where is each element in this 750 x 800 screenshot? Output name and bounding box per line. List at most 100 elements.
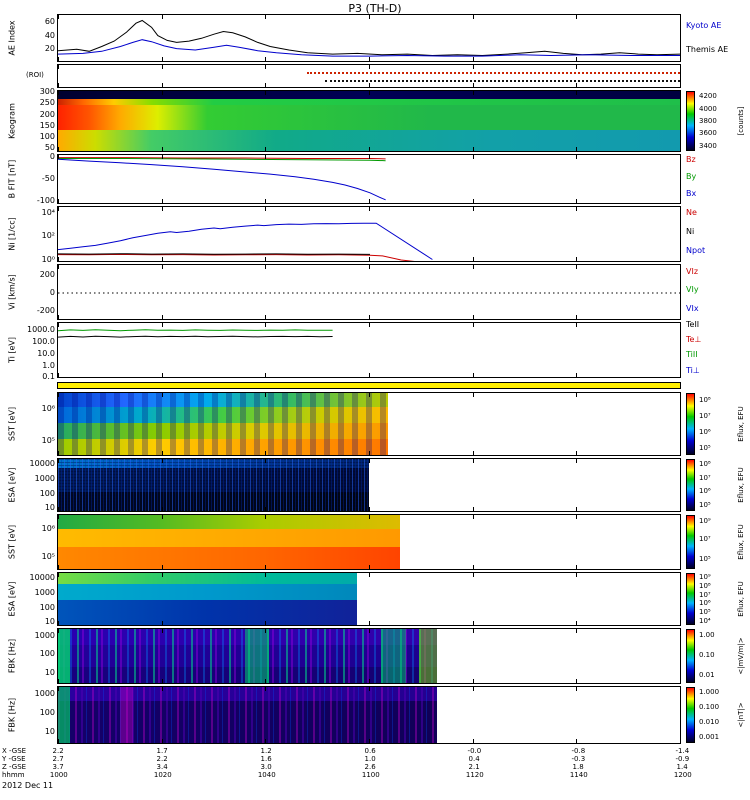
sst1-tick-bottom xyxy=(265,451,266,455)
ae-tick-top xyxy=(576,15,577,19)
sst2-band-2 xyxy=(58,547,401,569)
legend-vi-1: VIy xyxy=(686,285,699,294)
vi-tick-bottom xyxy=(473,315,474,319)
fbk1-tick-bottom xyxy=(265,679,266,683)
ti-tick-top xyxy=(58,323,59,327)
ae-ytick-1: 40 xyxy=(44,31,55,40)
ae-tick-bottom xyxy=(576,57,577,61)
panel-fbk1 xyxy=(57,628,681,684)
bfit-tick-top xyxy=(58,155,59,159)
vi-ytick-0: 200 xyxy=(39,270,55,279)
keogram-tick-top xyxy=(58,91,59,95)
fbk2-ytick-0: 1000 xyxy=(34,689,55,698)
sst2-tick-bottom xyxy=(369,565,370,569)
bfit-tick-top xyxy=(473,155,474,159)
fbk1-tick-bottom xyxy=(58,679,59,683)
fbk2-tick-bottom xyxy=(576,739,577,743)
ti-tick-top xyxy=(369,323,370,327)
keogram-ytick-0: 300 xyxy=(39,87,55,96)
esa1-cbtick-3: 10⁵ xyxy=(699,501,711,509)
series-Bx xyxy=(58,158,386,201)
ni-lines xyxy=(58,222,433,261)
fbk2-tick-bottom xyxy=(369,739,370,743)
ti-tick-bottom xyxy=(58,373,59,377)
esa2-tick-top xyxy=(576,573,577,577)
keogram-tick-top xyxy=(265,91,266,95)
ae-lines xyxy=(58,19,680,57)
esa2-band-0 xyxy=(58,573,357,585)
panel-vi xyxy=(57,264,681,320)
bfit-ytick-2: -100 xyxy=(36,196,55,205)
label-esa1-text: ESA [eV] xyxy=(7,467,17,503)
label-vi-text: Vi [km/s] xyxy=(7,274,17,310)
ae-tick-top xyxy=(680,15,681,19)
keogram-ytick-4: 100 xyxy=(39,132,55,141)
pos-row-label-2: Z -GSE xyxy=(2,763,27,771)
keogram-cbtick-4: 3400 xyxy=(699,142,717,150)
pos-value: 1.2 xyxy=(260,747,272,755)
keogram-ytick-5: 50 xyxy=(44,143,55,152)
roi-tick-bottom xyxy=(576,83,577,87)
sst1-colorbar xyxy=(686,393,695,455)
label-fbk1-text: FBK [Hz] xyxy=(7,638,17,674)
esa2-spectrogram xyxy=(58,573,357,625)
fbk1-tick-top xyxy=(473,629,474,633)
ae-tick-top xyxy=(473,15,474,19)
esa1-tick-top xyxy=(576,459,577,463)
panel-esa2 xyxy=(57,572,681,626)
esa1-cbtick-0: 10⁸ xyxy=(699,460,711,468)
sst1-cb-unit-text: Eflux, EFU xyxy=(737,406,745,442)
esa2-band-2 xyxy=(58,600,357,625)
sst1-ytick-0: 10⁶ xyxy=(41,404,55,413)
time-tick-label: 1040 xyxy=(257,771,276,779)
bfit-tick-bottom xyxy=(265,199,266,203)
ni-tick-bottom xyxy=(162,257,163,261)
vi-ytick-1: 0 xyxy=(49,288,55,297)
series-TiII xyxy=(58,329,333,332)
ae-tick-top xyxy=(265,15,266,19)
esa2-cbtick-1: 10⁸ xyxy=(699,582,711,590)
esa1-colorbar xyxy=(686,459,695,511)
esa2-tick-bottom xyxy=(58,621,59,625)
fbk2-column-0 xyxy=(58,687,71,743)
series-TeII xyxy=(58,335,333,338)
ni-tick-top xyxy=(576,207,577,211)
esa2-tick-top xyxy=(58,573,59,577)
bar-fill xyxy=(58,383,680,388)
fbk1-tick-top xyxy=(576,629,577,633)
keogram-band-1 xyxy=(58,98,680,105)
fbk1-cbtick-2: 0.01 xyxy=(699,671,715,679)
keogram-cbtick-1: 4000 xyxy=(699,105,717,113)
sst1-cbtick-2: 10⁶ xyxy=(699,428,711,436)
vi-tick-bottom xyxy=(162,315,163,319)
hhmm-label: hhmm xyxy=(2,771,25,779)
ni-tick-top xyxy=(369,207,370,211)
ae-tick-bottom xyxy=(369,57,370,61)
series-Ne xyxy=(58,253,415,261)
roi-tick-bottom xyxy=(265,83,266,87)
bfit-tick-bottom xyxy=(58,199,59,203)
ni-ytick-2: 10⁰ xyxy=(41,255,55,264)
esa1-tick-bottom xyxy=(369,507,370,511)
esa1-tick-bottom xyxy=(576,507,577,511)
keogram-ytick-3: 150 xyxy=(39,121,55,130)
esa1-tick-top xyxy=(58,459,59,463)
label-roi: (ROI) xyxy=(26,71,44,79)
fbk1-column-0 xyxy=(58,629,71,683)
esa1-tick-bottom xyxy=(680,507,681,511)
esa2-cb-unit-text: Eflux, EFU xyxy=(737,581,745,617)
fbk1-cbtick-1: 0.10 xyxy=(699,651,715,659)
ti-tick-bottom xyxy=(369,373,370,377)
pos-value: -0.9 xyxy=(675,755,690,763)
ae-tick-bottom xyxy=(265,57,266,61)
roi-tick-top xyxy=(58,65,59,69)
esa2-cbtick-0: 10⁹ xyxy=(699,573,711,581)
label-fbk2-text: FBK [Hz] xyxy=(7,697,17,733)
sst1-band-3 xyxy=(58,438,388,455)
esa2-ytick-3: 10 xyxy=(44,617,55,626)
sst2-cb-unit-text: Eflux, EFU xyxy=(737,524,745,560)
esa2-tick-top xyxy=(369,573,370,577)
sst2-tick-top xyxy=(58,515,59,519)
esa1-spectrogram xyxy=(58,459,369,511)
fbk2-texture xyxy=(58,687,438,743)
